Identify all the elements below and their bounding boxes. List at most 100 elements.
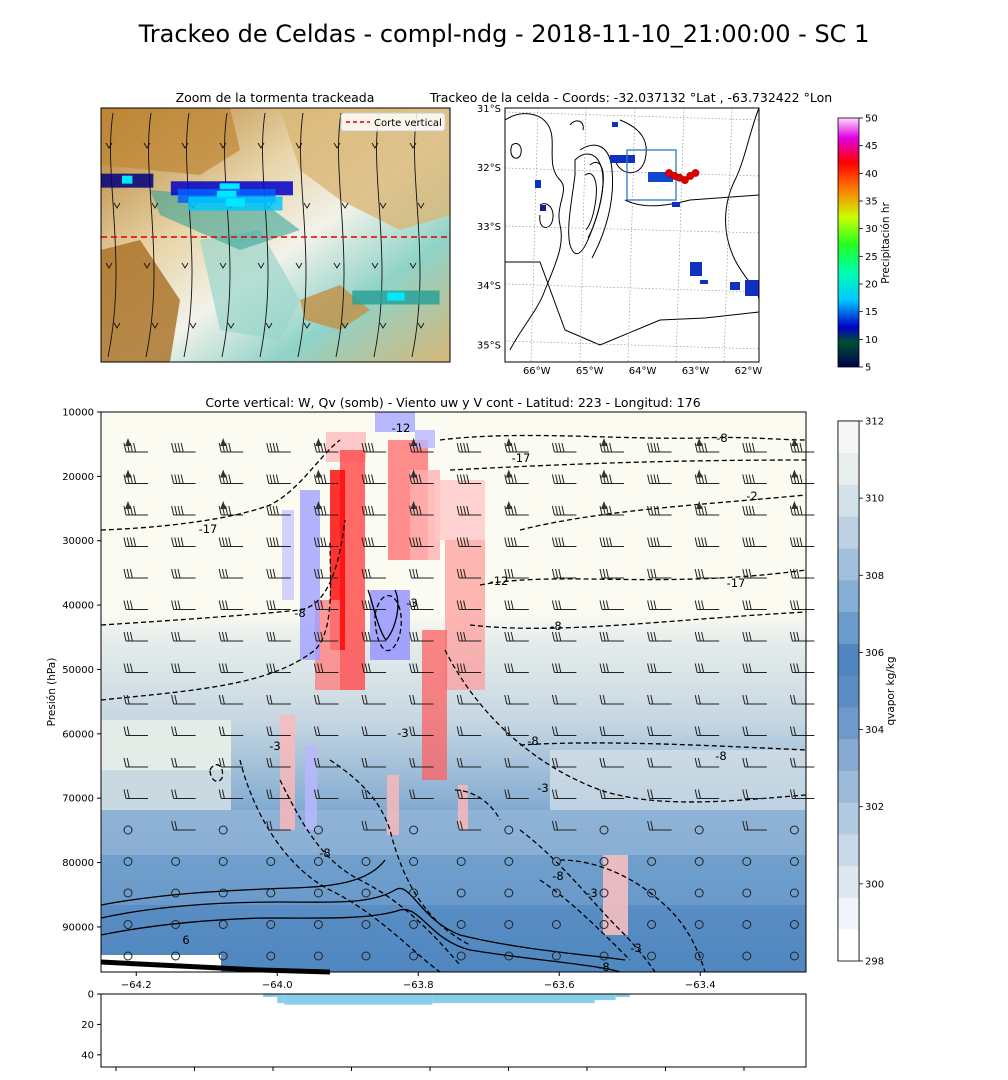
wind-barb-feather: [555, 757, 559, 768]
terrain-y-tick: 20: [81, 1020, 94, 1031]
section-y-tick: 50000: [62, 665, 94, 676]
wind-barb-feather: [605, 568, 609, 579]
wind-barb-feather: [647, 757, 651, 768]
qv-colorbar-ticks: 298 300 302 304 306 308 310 312: [859, 417, 884, 968]
wind-barb-feather: [745, 442, 749, 453]
wind-barb-feather: [694, 474, 698, 484]
wind-barb-feather: [507, 757, 511, 768]
qv-colorbar-step: [838, 579, 859, 613]
calm-wind-circle: [647, 920, 657, 929]
wind-barb-feather: [504, 757, 508, 768]
calm-wind-circle: [599, 825, 609, 835]
streamline-arrow: [303, 322, 311, 329]
wind-barb-feather: [456, 568, 460, 579]
contour-label: -3: [269, 739, 280, 753]
wind-barb-feather: [409, 663, 413, 673]
wind-barb-feather: [513, 442, 517, 453]
calm-wind-circle: [647, 888, 657, 898]
section-v-contours: [100, 434, 807, 973]
wind-barb-feather: [218, 694, 222, 705]
wind-barb-feather: [174, 442, 178, 453]
wind-barb-feather: [371, 505, 375, 516]
qv-colorbar-step: [838, 611, 859, 644]
wind-barb-feather: [602, 789, 606, 799]
wind-barb-feather: [272, 663, 276, 673]
wind-barb-feather: [650, 537, 654, 547]
wind-barb-feather: [745, 568, 749, 579]
wind-barb-feather: [456, 757, 460, 768]
track-panel: Trackeo de la celda - Coords: -32.037132…: [429, 90, 832, 377]
wind-barb-feather: [266, 568, 270, 579]
wind-barb-feather: [504, 474, 508, 484]
qv-colorbar-step: [838, 929, 859, 962]
wind-barb-feather: [507, 694, 511, 705]
wind-barb-feather: [510, 474, 514, 484]
wind-barb-feather: [367, 663, 371, 673]
wind-barb-feather: [793, 694, 797, 705]
calm-wind-circle: [218, 951, 228, 961]
wind-barb-feather: [459, 663, 463, 673]
wind-barb-feather: [605, 631, 609, 642]
wind-barb-feather: [748, 568, 752, 579]
wind-barb-feather: [371, 474, 375, 484]
wind-barb-feather: [551, 442, 555, 453]
streamline-arrow: [151, 322, 159, 329]
wind-barb-feather: [789, 631, 793, 642]
wind-barb-feather: [701, 442, 705, 453]
zoom-frame: [100, 107, 451, 363]
wind-barb-feather: [415, 442, 419, 453]
precip-colorbar-label: Precipitación hr: [880, 202, 892, 284]
precip-cell-core: [216, 190, 237, 199]
wind-barb-feather: [228, 505, 232, 516]
wind-barb-feather: [456, 474, 460, 484]
wind-barb-feather: [647, 505, 651, 516]
wind-barb-feather: [551, 694, 555, 705]
wind-barb-feather: [313, 505, 317, 516]
wind-barb-feather: [320, 474, 324, 484]
wind-barb-feather: [415, 568, 419, 579]
wind-barb-feather: [126, 726, 130, 736]
contour-label: -8: [716, 431, 727, 445]
wind-barb-feather: [126, 663, 130, 673]
wind-barb-feather: [704, 474, 708, 484]
qv-colorbar-step: [838, 770, 859, 803]
contour-label: -12: [392, 421, 411, 435]
wind-barb-feather: [799, 537, 803, 547]
qv-colorbar-step: [838, 516, 859, 549]
contour-label: -8: [294, 606, 305, 620]
wind-barb-feather: [174, 600, 178, 610]
wind-barb-feather: [418, 505, 422, 516]
wind-barb-feather: [459, 726, 463, 736]
wind-barb-feather: [272, 474, 276, 484]
calm-wind-circle: [742, 888, 752, 898]
wind-barb-feather: [507, 631, 511, 642]
wind-barb-feather: [361, 694, 365, 705]
wind-barb-feather: [456, 600, 460, 610]
wind-barb-feather: [361, 757, 365, 768]
wind-barb-feather: [459, 694, 463, 705]
wind-barb-feather: [133, 474, 137, 484]
wind-barb-feather: [789, 505, 793, 516]
wind-barb-feather: [650, 726, 654, 736]
wind-barb-feather: [789, 568, 793, 579]
wind-barb-feather: [513, 537, 517, 547]
wind-barb-feather: [459, 568, 463, 579]
wind-barb-feather: [555, 631, 559, 642]
wind-barb-feather: [171, 600, 175, 610]
wind-barb-feather: [364, 663, 368, 673]
calm-wind-circle: [361, 857, 371, 866]
wind-barb-feather: [412, 568, 416, 579]
contour-label: -12: [490, 574, 509, 588]
wind-barb-feather: [221, 726, 225, 736]
wind-barb-feather: [510, 631, 514, 642]
qv-colorbar-step: [838, 865, 859, 898]
wind-barb-feather: [313, 663, 317, 673]
wind-barb-feather: [364, 757, 368, 768]
wind-barb-feather: [694, 568, 698, 579]
calm-wind-circle: [551, 951, 561, 961]
wind-barb-feather: [367, 600, 371, 610]
wind-barb-feather: [456, 726, 460, 736]
wind-barb-feather: [129, 505, 133, 516]
calm-wind-circle: [409, 825, 419, 835]
wind-barb-feather: [409, 600, 413, 610]
